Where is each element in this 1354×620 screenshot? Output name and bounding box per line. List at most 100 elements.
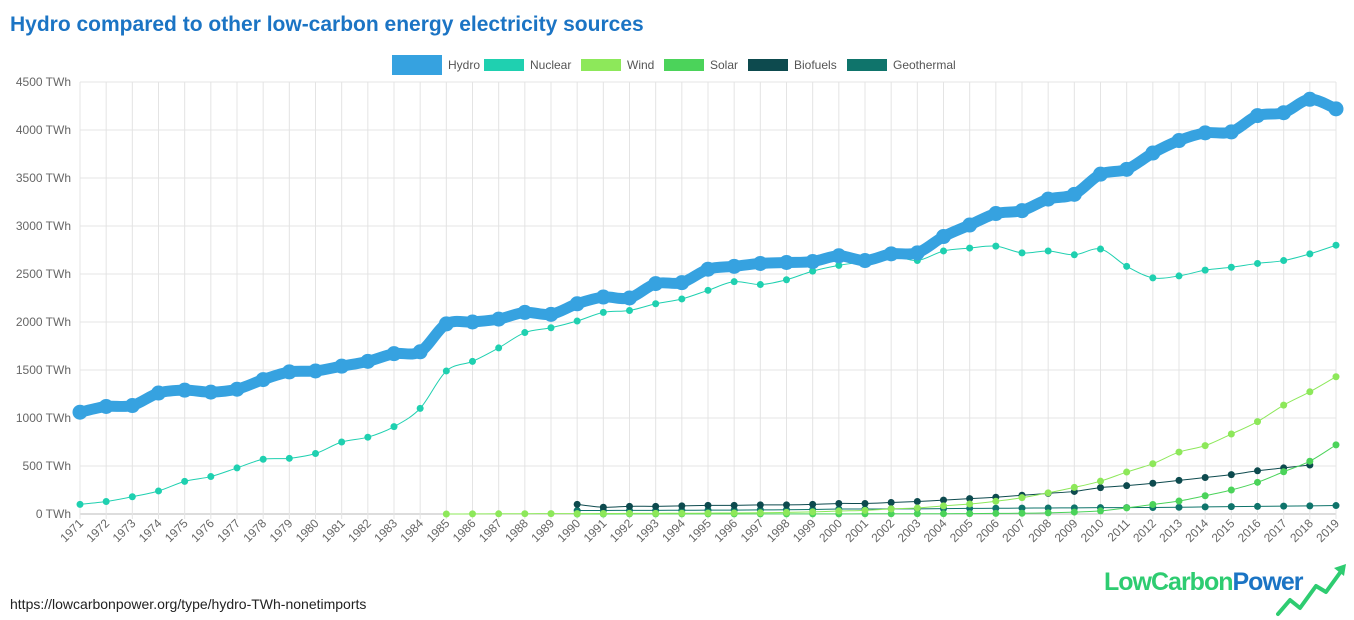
- data-point-wind[interactable]: [678, 509, 686, 517]
- data-point-hydro[interactable]: [386, 346, 402, 362]
- data-point-hydro[interactable]: [831, 248, 847, 264]
- data-point-wind[interactable]: [1018, 494, 1026, 502]
- data-point-biofuels[interactable]: [1149, 479, 1157, 487]
- data-point-nuclear[interactable]: [1070, 251, 1078, 259]
- data-point-biofuels[interactable]: [940, 496, 947, 504]
- data-point-wind[interactable]: [521, 510, 529, 518]
- data-point-hydro[interactable]: [1197, 125, 1213, 141]
- data-point-nuclear[interactable]: [76, 500, 84, 508]
- data-point-hydro[interactable]: [648, 276, 664, 292]
- data-point-wind[interactable]: [913, 504, 921, 512]
- data-point-nuclear[interactable]: [652, 300, 660, 308]
- data-point-wind[interactable]: [1175, 448, 1183, 456]
- data-point-nuclear[interactable]: [573, 317, 581, 325]
- data-point-nuclear[interactable]: [1018, 249, 1026, 257]
- data-point-nuclear[interactable]: [155, 487, 162, 495]
- data-point-biofuels[interactable]: [1254, 467, 1261, 475]
- data-point-geothermal[interactable]: [1280, 502, 1288, 510]
- data-point-solar[interactable]: [992, 509, 1000, 517]
- data-point-nuclear[interactable]: [704, 286, 712, 294]
- data-point-wind[interactable]: [599, 510, 607, 518]
- data-point-biofuels[interactable]: [1201, 474, 1209, 482]
- data-point-nuclear[interactable]: [835, 261, 843, 269]
- data-point-geothermal[interactable]: [992, 504, 1000, 512]
- data-point-hydro[interactable]: [779, 254, 794, 270]
- data-point-geothermal[interactable]: [1175, 503, 1183, 511]
- data-point-nuclear[interactable]: [469, 357, 476, 365]
- data-point-biofuels[interactable]: [809, 500, 817, 508]
- data-point-biofuels[interactable]: [1175, 476, 1183, 484]
- data-point-geothermal[interactable]: [1306, 502, 1314, 510]
- data-point-geothermal[interactable]: [1254, 502, 1261, 510]
- data-point-solar[interactable]: [966, 510, 974, 518]
- data-point-solar[interactable]: [1254, 478, 1261, 486]
- data-point-hydro[interactable]: [1302, 91, 1318, 107]
- legend-item-geothermal[interactable]: Geothermal: [847, 58, 956, 72]
- data-point-nuclear[interactable]: [547, 324, 555, 332]
- data-point-hydro[interactable]: [229, 381, 245, 397]
- data-point-wind[interactable]: [730, 509, 738, 517]
- data-point-hydro[interactable]: [465, 314, 480, 330]
- data-point-nuclear[interactable]: [966, 244, 974, 252]
- data-point-hydro[interactable]: [543, 306, 559, 322]
- data-point-hydro[interactable]: [517, 304, 533, 320]
- data-point-solar[interactable]: [1280, 468, 1288, 476]
- data-point-nuclear[interactable]: [783, 276, 790, 284]
- data-point-hydro[interactable]: [334, 358, 350, 374]
- data-point-biofuels[interactable]: [678, 502, 686, 510]
- data-point-nuclear[interactable]: [390, 423, 398, 431]
- data-point-hydro[interactable]: [962, 217, 978, 233]
- data-point-wind[interactable]: [966, 500, 974, 508]
- data-point-nuclear[interactable]: [992, 242, 1000, 250]
- data-point-hydro[interactable]: [1066, 186, 1082, 202]
- data-point-wind[interactable]: [940, 502, 947, 510]
- data-point-solar[interactable]: [1201, 492, 1209, 500]
- data-point-nuclear[interactable]: [259, 455, 267, 463]
- data-point-biofuels[interactable]: [756, 501, 764, 509]
- data-point-nuclear[interactable]: [626, 306, 633, 314]
- data-point-wind[interactable]: [1123, 468, 1131, 476]
- data-point-hydro[interactable]: [1040, 191, 1056, 207]
- data-point-hydro[interactable]: [883, 246, 899, 262]
- data-point-solar[interactable]: [1149, 500, 1157, 508]
- data-point-solar[interactable]: [1097, 507, 1104, 515]
- data-point-wind[interactable]: [992, 497, 1000, 505]
- data-point-solar[interactable]: [1123, 504, 1131, 512]
- data-point-wind[interactable]: [442, 510, 450, 518]
- data-point-hydro[interactable]: [1223, 124, 1239, 140]
- data-point-biofuels[interactable]: [783, 501, 790, 509]
- data-point-nuclear[interactable]: [495, 344, 503, 352]
- data-point-geothermal[interactable]: [1201, 503, 1209, 511]
- data-point-hydro[interactable]: [203, 384, 219, 400]
- data-point-biofuels[interactable]: [704, 501, 712, 509]
- data-point-nuclear[interactable]: [1254, 259, 1261, 267]
- data-point-biofuels[interactable]: [966, 495, 974, 503]
- data-point-nuclear[interactable]: [181, 477, 189, 485]
- data-point-hydro[interactable]: [255, 372, 271, 388]
- data-point-geothermal[interactable]: [1227, 503, 1235, 511]
- data-point-wind[interactable]: [547, 510, 555, 518]
- data-point-nuclear[interactable]: [128, 493, 136, 501]
- data-point-nuclear[interactable]: [521, 329, 529, 337]
- data-point-nuclear[interactable]: [364, 433, 372, 441]
- data-point-nuclear[interactable]: [730, 278, 738, 286]
- data-point-geothermal[interactable]: [1018, 504, 1026, 512]
- data-point-biofuels[interactable]: [626, 502, 633, 510]
- legend-item-hydro[interactable]: Hydro: [392, 55, 480, 75]
- data-point-solar[interactable]: [1175, 497, 1183, 505]
- data-point-nuclear[interactable]: [1227, 263, 1235, 271]
- data-point-nuclear[interactable]: [1044, 247, 1052, 255]
- data-point-nuclear[interactable]: [1123, 262, 1131, 270]
- data-point-hydro[interactable]: [177, 382, 193, 398]
- legend-item-biofuels[interactable]: Biofuels: [748, 58, 837, 72]
- data-point-hydro[interactable]: [1276, 105, 1292, 121]
- data-point-wind[interactable]: [1306, 388, 1314, 396]
- data-point-hydro[interactable]: [1171, 133, 1187, 149]
- data-point-nuclear[interactable]: [756, 281, 764, 289]
- data-point-geothermal[interactable]: [1332, 502, 1340, 510]
- legend-item-solar[interactable]: Solar: [664, 58, 738, 72]
- data-point-hydro[interactable]: [1093, 166, 1108, 182]
- data-point-wind[interactable]: [1201, 442, 1209, 450]
- data-point-hydro[interactable]: [622, 290, 637, 306]
- data-point-biofuels[interactable]: [1227, 471, 1235, 479]
